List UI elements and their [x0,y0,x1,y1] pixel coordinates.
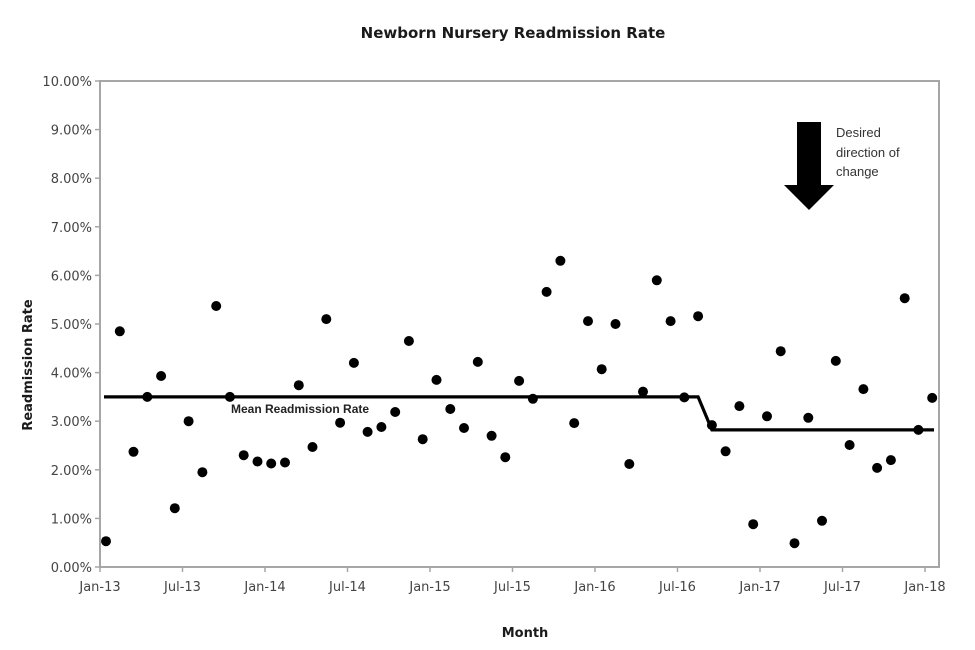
data-point [583,316,593,327]
down-arrow-icon [784,122,834,210]
data-point [348,357,359,368]
data-point [459,423,469,433]
data-point [624,459,635,469]
data-point [514,375,525,386]
data-point [734,401,745,412]
data-point [390,407,401,417]
data-point [101,536,111,547]
data-point [762,411,772,422]
mean-line-path [104,395,934,432]
data-point [128,446,139,457]
data-point [872,462,883,473]
data-point [527,393,538,404]
data-point [362,426,373,437]
data-point [679,392,690,403]
data-point [706,420,717,431]
y-tick-label: 9.00% [51,124,92,139]
x-tick-label: Jan-13 [78,580,120,595]
y-tick-label: 8.00% [51,172,92,187]
y-tick-label: 1.00% [51,512,92,527]
y-tick-label: 4.00% [51,367,92,382]
data-points [101,255,938,549]
data-point [445,404,456,414]
chart-title: Newborn Nursery Readmission Rate [361,24,666,42]
data-point [417,434,428,445]
x-tick-label: Jan-16 [573,580,615,595]
data-point [858,384,869,395]
data-point [775,346,786,357]
data-point [211,301,222,311]
data-point [541,286,552,297]
data-point [335,417,346,428]
annotation-line-3: change [836,164,879,179]
data-point [844,440,855,450]
data-point [610,319,621,329]
data-point [748,519,759,530]
y-tick-label: 2.00% [51,464,92,479]
annotation-line-1: Desired [836,125,881,140]
x-tick-label: Jul-17 [823,580,861,595]
y-tick-label: 5.00% [51,318,92,333]
x-tick-label: Jan-17 [738,580,780,595]
data-point [224,391,235,402]
data-point [555,255,566,266]
data-point [114,326,125,337]
data-point [238,450,249,461]
x-axis-title: Month [502,626,549,641]
data-point [803,412,814,423]
x-tick-label: Jul-14 [328,580,366,595]
data-point [569,418,580,429]
data-point [486,430,497,441]
data-point [596,364,607,375]
data-point [927,392,938,403]
data-point [142,391,153,402]
data-point [472,356,483,367]
y-axis-title: Readmission Rate [21,299,36,431]
data-point [169,503,180,514]
data-point [500,452,511,463]
y-tick-label: 3.00% [51,415,92,430]
desired-direction-annotation: Desired direction of change [784,122,900,210]
y-axis: 0.00% 1.00% 2.00% 3.00% 4.00% 5.00% 6.00% 7.00%… [42,75,100,576]
data-point [720,446,731,457]
data-point [403,336,414,346]
x-tick-label: Jan-14 [243,580,285,595]
mean-line-label: Mean Readmission Rate [231,402,369,416]
data-point [376,422,387,432]
x-tick-label: Jan-15 [408,580,450,595]
data-point [693,311,704,322]
x-tick-label: Jan-18 [903,580,945,595]
data-point [789,538,800,549]
x-tick-label: Jul-16 [658,580,696,595]
data-point [266,458,277,469]
y-tick-label: 0.00% [51,561,92,576]
data-point [156,371,167,381]
data-point [321,314,332,325]
data-point [651,275,662,286]
mean-readmission-line [104,395,934,432]
data-point [885,455,896,466]
y-tick-label: 7.00% [51,221,92,236]
data-point [197,467,208,478]
data-point [431,374,442,385]
x-tick-label: Jul-13 [163,580,201,595]
data-point [817,515,827,526]
x-axis: Jan-13 Jul-13 Jan-14 Jul-14 Jan-15 Jul-15 Jan-… [78,567,946,595]
annotation-line-2: direction of [836,145,900,160]
data-point [899,293,910,304]
y-tick-label: 10.00% [42,75,92,90]
y-tick-label: 6.00% [51,269,92,284]
x-tick-label: Jul-15 [493,580,531,595]
data-point [638,386,648,397]
data-point [830,355,841,366]
data-point [280,457,290,468]
data-point [665,316,676,327]
data-point [307,442,318,452]
data-point [913,424,924,435]
data-point [293,380,304,391]
data-point [252,456,263,467]
data-point [183,416,194,427]
